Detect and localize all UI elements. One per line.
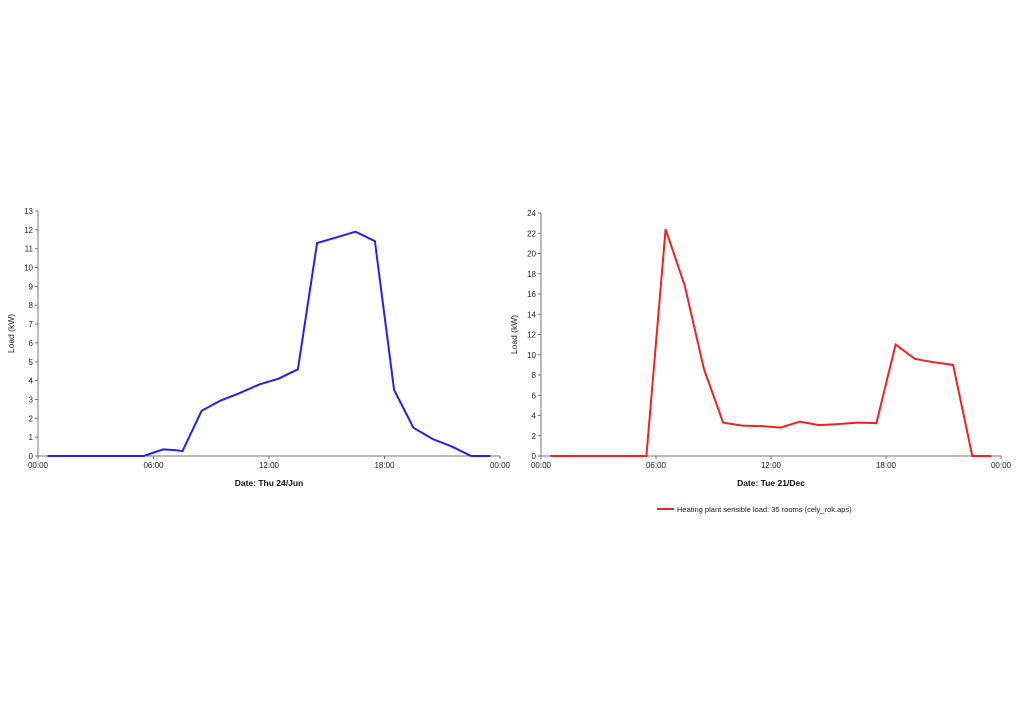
y-tick-label: 2 bbox=[29, 414, 34, 423]
y-tick-label: 4 bbox=[29, 377, 34, 386]
y-tick-label: 1 bbox=[29, 433, 34, 442]
x-axis-label: Date: Thu 24/Jun bbox=[235, 478, 303, 488]
y-tick-label: 14 bbox=[527, 310, 536, 319]
x-tick-label: 18:00 bbox=[876, 461, 897, 470]
series-group bbox=[550, 228, 992, 457]
y-tick-label: 12 bbox=[527, 331, 536, 340]
x-ticks: 00:00 06:00 12:00 18:00 00:00 bbox=[28, 456, 511, 470]
y-tick-label: 8 bbox=[29, 301, 34, 310]
y-tick-label: 6 bbox=[29, 339, 34, 348]
y-tick-label: 3 bbox=[29, 395, 34, 404]
y-tick-label: 4 bbox=[532, 412, 537, 421]
y-tick-label: 22 bbox=[527, 229, 536, 238]
y-tick-label: 13 bbox=[24, 207, 33, 216]
y-tick-label: 11 bbox=[25, 245, 34, 254]
x-ticks: 00:00 06:00 12:00 18:00 00:00 bbox=[531, 456, 1012, 470]
legend: Heating plant sensible load: 35 rooms (c… bbox=[657, 505, 852, 514]
x-tick-label: 18:00 bbox=[374, 461, 395, 470]
y-axis-label: Load (kW) bbox=[509, 315, 519, 354]
y-tick-label: 16 bbox=[527, 290, 536, 299]
y-tick-label: 20 bbox=[527, 250, 536, 259]
y-tick-label: 0 bbox=[532, 452, 537, 461]
y-tick-label: 7 bbox=[29, 320, 34, 329]
y-tick-label: 18 bbox=[527, 270, 536, 279]
y-axis-label: Load (kW) bbox=[6, 314, 16, 353]
series-line-0 bbox=[550, 228, 992, 457]
legend-label: Heating plant sensible load: 35 rooms (c… bbox=[677, 505, 852, 514]
y-tick-label: 24 bbox=[527, 209, 536, 218]
x-tick-label: 00:00 bbox=[28, 461, 49, 470]
axes bbox=[37, 211, 500, 457]
x-tick-label: 06:00 bbox=[143, 461, 164, 470]
y-tick-label: 8 bbox=[532, 371, 537, 380]
y-tick-label: 10 bbox=[24, 264, 33, 273]
y-tick-label: 9 bbox=[29, 282, 34, 291]
x-tick-label: 06:00 bbox=[646, 461, 667, 470]
y-tick-label: 2 bbox=[532, 432, 537, 441]
x-tick-label: 00:00 bbox=[531, 461, 552, 470]
x-tick-label: 12:00 bbox=[259, 461, 280, 470]
x-tick-label: 00:00 bbox=[490, 461, 511, 470]
y-tick-label: 10 bbox=[527, 351, 536, 360]
series-group bbox=[47, 230, 491, 457]
series-line-0 bbox=[47, 230, 491, 457]
x-tick-label: 00:00 bbox=[991, 461, 1012, 470]
y-tick-label: 5 bbox=[29, 358, 34, 367]
y-tick-label: 12 bbox=[24, 226, 33, 235]
axes bbox=[540, 213, 1001, 457]
x-tick-label: 12:00 bbox=[761, 461, 782, 470]
y-tick-label: 0 bbox=[29, 452, 34, 461]
y-tick-label: 6 bbox=[532, 391, 537, 400]
x-axis-label: Date: Tue 21/Dec bbox=[737, 478, 805, 488]
